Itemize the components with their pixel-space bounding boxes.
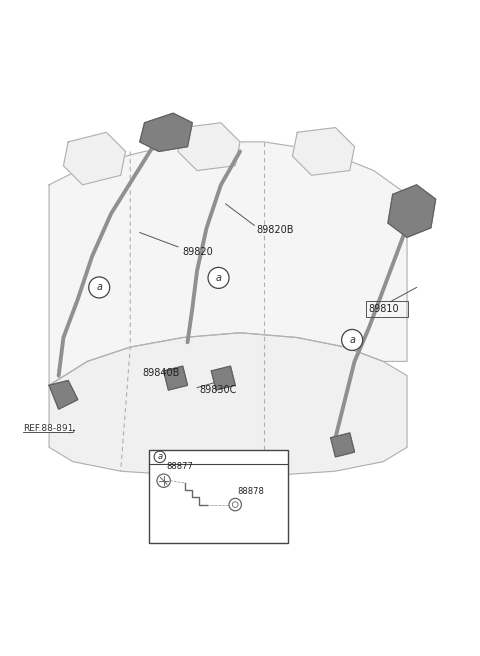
- Text: 89830C: 89830C: [199, 385, 237, 395]
- Text: 89840B: 89840B: [142, 368, 180, 379]
- Polygon shape: [49, 142, 407, 385]
- Polygon shape: [164, 366, 188, 390]
- Circle shape: [342, 329, 363, 350]
- Circle shape: [89, 277, 110, 298]
- Polygon shape: [49, 333, 407, 476]
- Polygon shape: [292, 127, 355, 175]
- Circle shape: [208, 268, 229, 289]
- Polygon shape: [388, 185, 436, 237]
- Text: 89810: 89810: [369, 304, 399, 314]
- Polygon shape: [211, 366, 235, 390]
- Text: a: a: [157, 453, 162, 461]
- Polygon shape: [63, 133, 125, 185]
- Polygon shape: [140, 113, 192, 152]
- Text: a: a: [349, 335, 355, 345]
- Polygon shape: [331, 433, 355, 457]
- FancyBboxPatch shape: [149, 450, 288, 543]
- Text: 89820: 89820: [183, 247, 214, 256]
- Text: 88878: 88878: [238, 487, 264, 496]
- Text: 88877: 88877: [166, 462, 193, 471]
- Polygon shape: [49, 380, 78, 409]
- Text: REF.88-891: REF.88-891: [23, 424, 73, 433]
- Text: 89820B: 89820B: [257, 225, 294, 235]
- Text: a: a: [96, 283, 102, 293]
- Polygon shape: [178, 123, 240, 171]
- Text: a: a: [216, 273, 222, 283]
